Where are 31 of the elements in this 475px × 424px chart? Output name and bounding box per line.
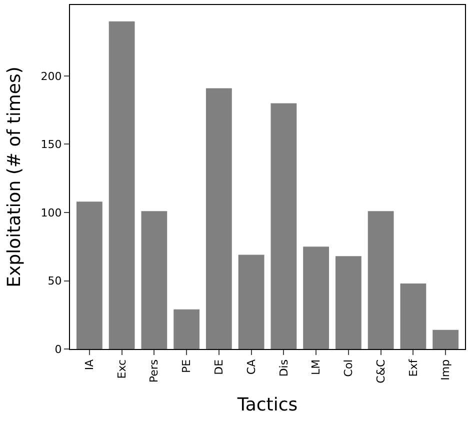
y-tick-label: 100 — [40, 206, 62, 220]
x-tick-label: C&C — [374, 359, 388, 384]
x-tick-label: LM — [310, 359, 323, 376]
x-tick-label: DE — [212, 359, 226, 375]
bar — [303, 246, 330, 349]
y-tick-label: 200 — [40, 70, 62, 83]
bar — [206, 88, 232, 349]
x-tick-label: CA — [244, 358, 258, 375]
bar — [238, 254, 264, 349]
bar — [76, 202, 102, 349]
bar — [108, 21, 135, 349]
bar — [432, 330, 459, 349]
x-tick-label: Col — [342, 359, 356, 377]
x-tick-label: PE — [180, 359, 194, 373]
bar — [368, 211, 394, 349]
y-tick-label: 50 — [48, 274, 62, 288]
y-tick-label: 0 — [54, 342, 62, 356]
bar — [270, 103, 297, 349]
y-tick-label: 150 — [40, 138, 62, 152]
bar — [400, 283, 426, 349]
x-tick-label: Imp — [439, 359, 452, 380]
x-tick-label: Exc — [115, 359, 128, 379]
x-tick-label: Pers — [148, 359, 161, 383]
bar — [174, 309, 200, 349]
x-tick-label: IA — [83, 358, 96, 370]
bar — [141, 211, 168, 349]
bar — [335, 256, 362, 349]
x-tick-label: Dis — [277, 359, 290, 377]
x-axis-title: Tactics — [236, 394, 298, 416]
y-axis-title: Exploitation (# of times) — [4, 66, 25, 288]
x-tick-label: Exf — [406, 358, 420, 377]
